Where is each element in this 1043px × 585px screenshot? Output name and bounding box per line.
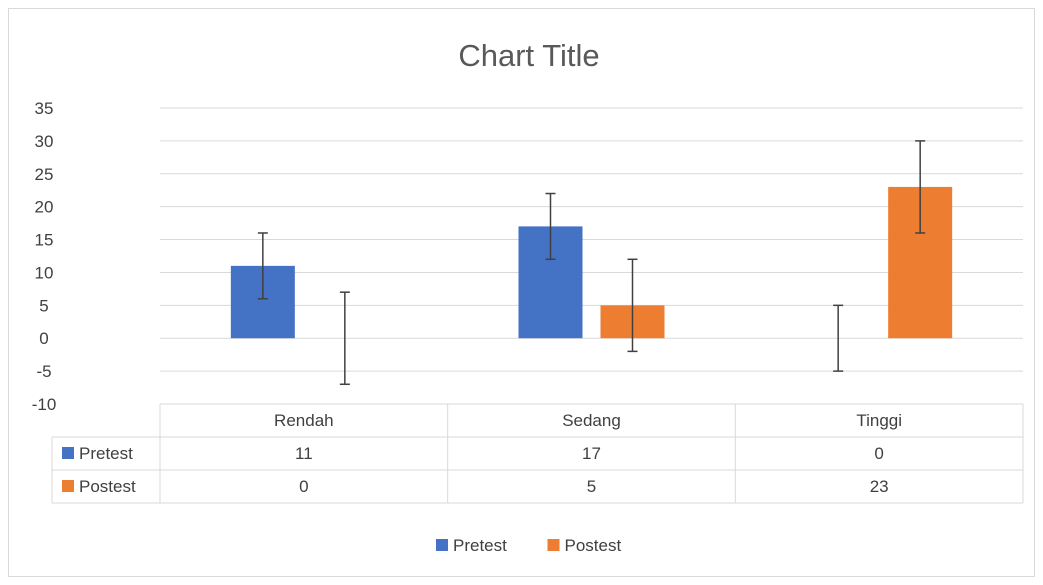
y-tick-label: 15 xyxy=(35,231,54,250)
bars xyxy=(230,186,953,339)
y-tick-label: 35 xyxy=(35,99,54,118)
legend-key xyxy=(547,539,560,551)
chart-title: Chart Title xyxy=(458,38,599,73)
table-series-label: Pretest xyxy=(79,444,133,463)
y-tick-label: 25 xyxy=(35,165,54,184)
y-axis-ticks: 35 30 25 20 15 10 5 0 -5 -10 xyxy=(32,99,57,414)
y-tick-label: 5 xyxy=(39,296,48,315)
category-label: Sedang xyxy=(562,411,621,430)
table-series-label: Postest xyxy=(79,477,136,496)
table-cell-value: 11 xyxy=(295,444,313,463)
category-label: Rendah xyxy=(274,411,334,430)
y-tick-label: 0 xyxy=(39,329,48,348)
table-cell-value: 23 xyxy=(870,477,889,496)
table-cell-value: 17 xyxy=(582,444,601,463)
y-tick-label: -10 xyxy=(32,395,57,414)
error-bars xyxy=(257,140,926,386)
table-legend-key xyxy=(62,447,74,459)
y-tick-label: 30 xyxy=(35,132,54,151)
y-tick-label: 20 xyxy=(35,198,54,217)
legend-label: Pretest xyxy=(453,536,507,555)
legend-label: Postest xyxy=(565,536,622,555)
legend-key xyxy=(436,539,448,551)
gridlines xyxy=(160,107,1023,372)
y-tick-label: -5 xyxy=(36,362,51,381)
legend: Pretest Postest xyxy=(436,536,621,555)
table-cell-value: 5 xyxy=(587,477,596,496)
table-legend-key xyxy=(62,480,74,492)
table-cell-value: 0 xyxy=(299,477,308,496)
table-cell-value: 0 xyxy=(874,444,883,463)
y-tick-label: 10 xyxy=(35,263,54,282)
data-table: Rendah Sedang Tinggi Pretest 11 17 0 Postest 0 5 2… xyxy=(51,403,1024,504)
category-label: Tinggi xyxy=(856,411,902,430)
